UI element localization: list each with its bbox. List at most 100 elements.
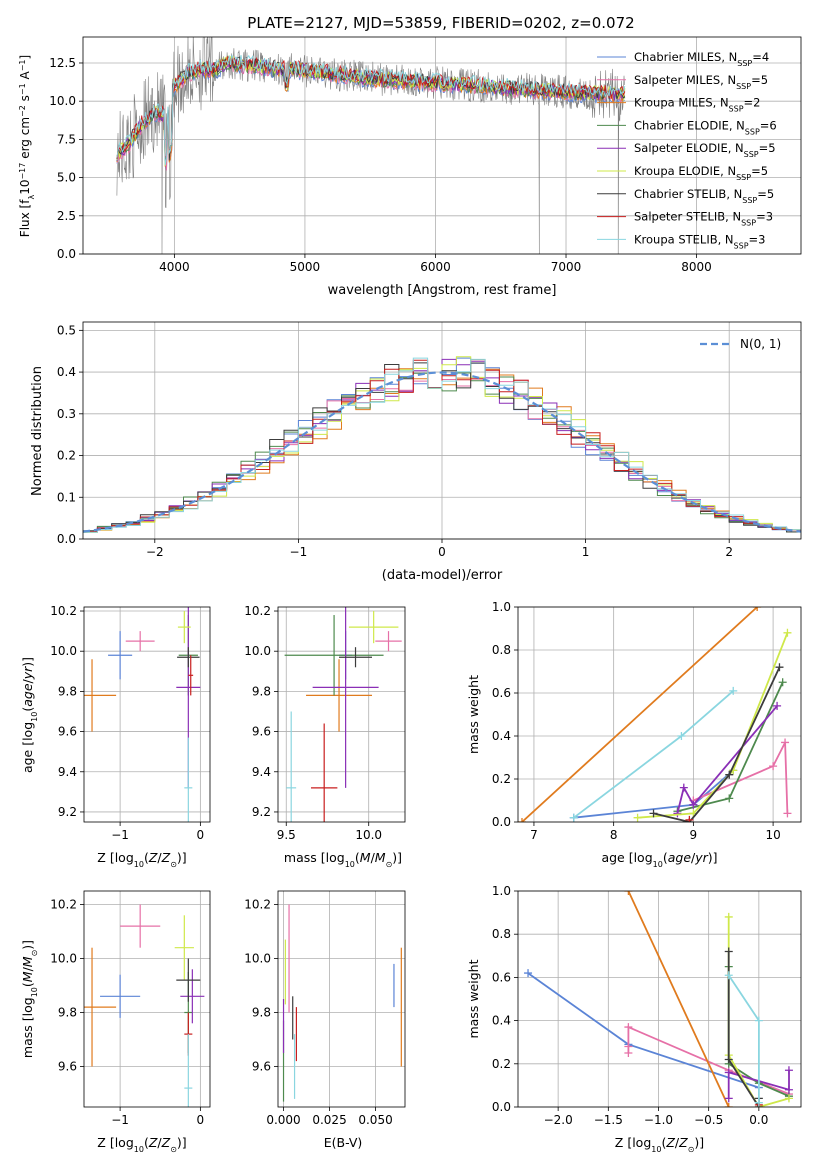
- label-part: Z: [148, 1135, 158, 1150]
- label-part: Z [log: [97, 1135, 133, 1150]
- point-chabrier-stelib: [177, 647, 200, 668]
- data-point: [724, 947, 733, 956]
- y-tick-label: 0.4: [57, 365, 76, 379]
- x-tick-label: 10.0: [355, 828, 382, 842]
- point-salpeter-miles: [375, 631, 402, 652]
- data-point: [685, 815, 694, 822]
- x-tick-label: −1: [290, 545, 308, 559]
- y-axis-label: Normed distribution: [30, 366, 45, 496]
- point-chabrier-miles: [108, 631, 133, 680]
- y-tick-label: 10.2: [50, 898, 77, 912]
- label-part: M: [20, 971, 35, 982]
- label-part: 10: [18, 180, 32, 195]
- data-point: [679, 783, 688, 792]
- label-part: =3: [756, 210, 773, 224]
- x-axis-label: age [log10(age/yr)]: [601, 850, 717, 869]
- age-vs-z-plot: −1 09.29.49.69.810.010.2Z [log10(Z/Z⊙)]ag…: [20, 604, 211, 869]
- axes-frame: [277, 606, 406, 823]
- x-tick-label: 7: [530, 828, 538, 842]
- x-tick-label: −2: [146, 545, 164, 559]
- y-tick-label: 9.2: [58, 805, 77, 819]
- legend-label-normal: N(0, 1): [740, 337, 781, 351]
- data-point: [689, 800, 698, 809]
- normal-curve: [83, 371, 801, 533]
- y-tick-label: 0.6: [492, 686, 511, 700]
- label-part: age [log: [20, 722, 35, 773]
- y-tick-label: 0.2: [492, 1057, 511, 1071]
- x-axis-label: Z [log10(Z/Z⊙)]: [97, 1135, 186, 1154]
- series-chabrier-miles: [524, 969, 763, 1092]
- label-part: Z: [678, 1135, 688, 1150]
- y-tick-label: 0.0: [57, 247, 76, 261]
- plot-area: [83, 356, 801, 533]
- label-part: SSP: [729, 104, 744, 113]
- x-tick-label: 0.025: [312, 1113, 346, 1127]
- label-part: Kroupa MILES, N: [634, 96, 729, 110]
- x-tick-label: 9: [690, 828, 698, 842]
- x-tick-label: −0.5: [694, 1113, 723, 1127]
- data-point: [781, 738, 790, 747]
- data-point: [624, 891, 633, 895]
- point-chabrier-miles: [100, 974, 141, 1018]
- data-point: [725, 794, 734, 803]
- y-tick-label: 5.0: [57, 171, 76, 185]
- x-axis-label: Z [log10(Z/Z⊙)]: [97, 850, 186, 869]
- data-point: [784, 1085, 793, 1094]
- point-chabrier-stelib: [339, 647, 373, 668]
- label-part: −1: [18, 83, 27, 95]
- label-part: =5: [759, 141, 776, 155]
- label-part: (: [20, 982, 35, 987]
- y-tick-label: 9.8: [58, 1006, 77, 1020]
- y-tick-label: 9.8: [252, 1006, 271, 1020]
- plot-area: [518, 607, 792, 822]
- label-part: Salpeter ELODIE, N: [634, 141, 744, 155]
- data-point: [724, 912, 733, 921]
- label-part: (: [20, 707, 35, 712]
- label-part: /: [691, 850, 696, 865]
- figure-title: PLATE=2127, MJD=53859, FIBERID=0202, z=0…: [247, 14, 634, 32]
- label-part: SSP: [737, 59, 752, 68]
- x-tick-label: 5000: [290, 260, 321, 274]
- axes-frame: [82, 36, 802, 255]
- x-axis-label: Z [log10(Z/Z⊙)]: [615, 1135, 704, 1154]
- y-tick-label: 9.6: [58, 1060, 77, 1074]
- y-tick-label: 0.8: [492, 927, 511, 941]
- x-tick-label: 1: [582, 545, 590, 559]
- spectrum-plot: 4000 5000 6000 7000 8000 0.0 2.5 5.0 7.5 10.0 12.5…: [18, 36, 802, 298]
- y-axis-label: Flux [fλ10−17 erg cm−2 s−1 A−1]: [18, 55, 36, 237]
- plot-area: [282, 904, 402, 1102]
- x-tick-label: 6000: [420, 260, 451, 274]
- x-tick-label: −1: [111, 1113, 129, 1127]
- y-axis-label: mass [log10(M/M⊙)]: [20, 940, 39, 1058]
- label-part: Chabrier ELODIE, N: [634, 118, 745, 132]
- legend-label-chabrier-stelib: Chabrier STELIB, NSSP=5: [634, 187, 774, 205]
- point-kroupa-stelib: [184, 1034, 193, 1107]
- label-part: mass [log: [284, 850, 345, 865]
- label-part: Z: [161, 850, 171, 865]
- label-part: =5: [751, 73, 768, 87]
- point-salpeter-miles: [120, 904, 161, 948]
- label-part: SSP: [736, 81, 751, 90]
- label-part: age: [20, 683, 35, 707]
- point-salpeter-miles: [125, 631, 155, 652]
- mass-vs-ebv-plot: 0.000 0.025 0.050 9.6 9.8 10.0 10.2 E(B-V): [244, 890, 406, 1150]
- x-tick-label: 8000: [681, 260, 712, 274]
- series-salpeter-stelib: [685, 815, 694, 822]
- legend-label-chabrier-elodie: Chabrier ELODIE, NSSP=6: [634, 118, 777, 136]
- label-part: )]: [20, 657, 35, 667]
- legend-label-kroupa-elodie: Kroupa ELODIE, NSSP=5: [634, 164, 768, 182]
- y-tick-label: 0.3: [57, 407, 76, 421]
- label-part: M: [375, 850, 386, 865]
- x-axis-label: E(B-V): [324, 1135, 363, 1150]
- y-tick-label: 10.2: [244, 898, 271, 912]
- plot-area: [116, 37, 626, 254]
- series-line: [521, 607, 758, 822]
- point-salpeter-elodie: [312, 607, 379, 788]
- data-point: [783, 628, 792, 637]
- label-part: )]: [177, 850, 187, 865]
- label-part: /: [20, 678, 35, 683]
- data-point: [784, 1066, 793, 1075]
- data-point: [784, 1094, 793, 1103]
- data-point: [624, 1042, 633, 1051]
